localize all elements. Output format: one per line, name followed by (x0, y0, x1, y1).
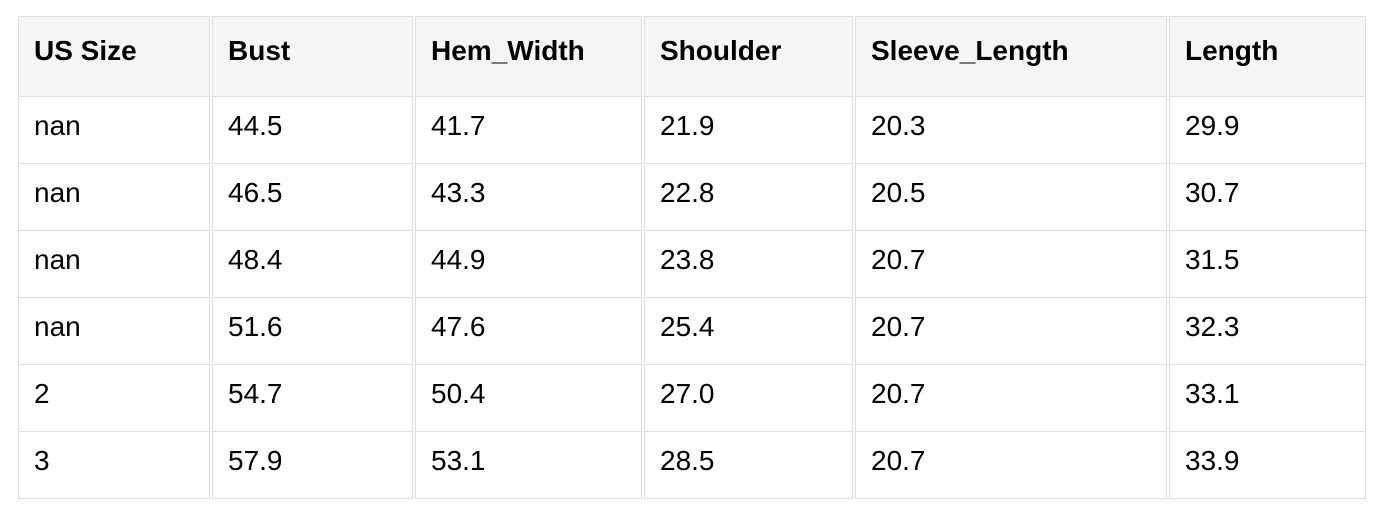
table-cell: 33.9 (1169, 432, 1366, 499)
table-header: US Size Bust Hem_Width Shoulder Sleeve_Lengt… (18, 16, 1366, 97)
table-row: 2 54.7 50.4 27.0 20.7 33.1 (18, 365, 1366, 432)
table-cell: 22.8 (644, 164, 853, 231)
table-cell: 57.9 (212, 432, 413, 499)
column-header-us-size: US Size (18, 16, 210, 97)
table-row: nan 51.6 47.6 25.4 20.7 32.3 (18, 298, 1366, 365)
table-cell: 23.8 (644, 231, 853, 298)
table-cell: 53.1 (415, 432, 642, 499)
table-cell: 20.5 (855, 164, 1167, 231)
table-cell: 20.7 (855, 231, 1167, 298)
table-row: nan 44.5 41.7 21.9 20.3 29.9 (18, 97, 1366, 164)
table-cell: 25.4 (644, 298, 853, 365)
table-cell: 20.7 (855, 432, 1167, 499)
table-cell: 21.9 (644, 97, 853, 164)
table-cell: 20.7 (855, 365, 1167, 432)
table-row: nan 46.5 43.3 22.8 20.5 30.7 (18, 164, 1366, 231)
table-cell: 50.4 (415, 365, 642, 432)
table-cell: 41.7 (415, 97, 642, 164)
table-cell: 33.1 (1169, 365, 1366, 432)
column-header-hem-width: Hem_Width (415, 16, 642, 97)
table-cell: 44.9 (415, 231, 642, 298)
table-cell: 51.6 (212, 298, 413, 365)
table-row: nan 48.4 44.9 23.8 20.7 31.5 (18, 231, 1366, 298)
table-row: 3 57.9 53.1 28.5 20.7 33.9 (18, 432, 1366, 499)
table-cell: 43.3 (415, 164, 642, 231)
table-cell: 20.7 (855, 298, 1167, 365)
table-cell: 30.7 (1169, 164, 1366, 231)
table-cell: 20.3 (855, 97, 1167, 164)
table-cell: nan (18, 231, 210, 298)
column-header-length: Length (1169, 16, 1366, 97)
table-cell: 32.3 (1169, 298, 1366, 365)
table-cell: nan (18, 298, 210, 365)
column-header-bust: Bust (212, 16, 413, 97)
table-cell: 2 (18, 365, 210, 432)
table-cell: 46.5 (212, 164, 413, 231)
table-body: nan 44.5 41.7 21.9 20.3 29.9 nan 46.5 43.3 22.8 20… (18, 97, 1366, 499)
table-cell: 3 (18, 432, 210, 499)
table-cell: 44.5 (212, 97, 413, 164)
column-header-sleeve-length: Sleeve_Length (855, 16, 1167, 97)
header-row: US Size Bust Hem_Width Shoulder Sleeve_Lengt… (18, 16, 1366, 97)
table-cell: 54.7 (212, 365, 413, 432)
column-header-shoulder: Shoulder (644, 16, 853, 97)
table-cell: 31.5 (1169, 231, 1366, 298)
table-cell: 29.9 (1169, 97, 1366, 164)
table-cell: nan (18, 97, 210, 164)
table-cell: 47.6 (415, 298, 642, 365)
size-chart-table: US Size Bust Hem_Width Shoulder Sleeve_Lengt… (16, 16, 1368, 499)
table-cell: 28.5 (644, 432, 853, 499)
table-cell: 27.0 (644, 365, 853, 432)
table-cell: 48.4 (212, 231, 413, 298)
table-cell: nan (18, 164, 210, 231)
